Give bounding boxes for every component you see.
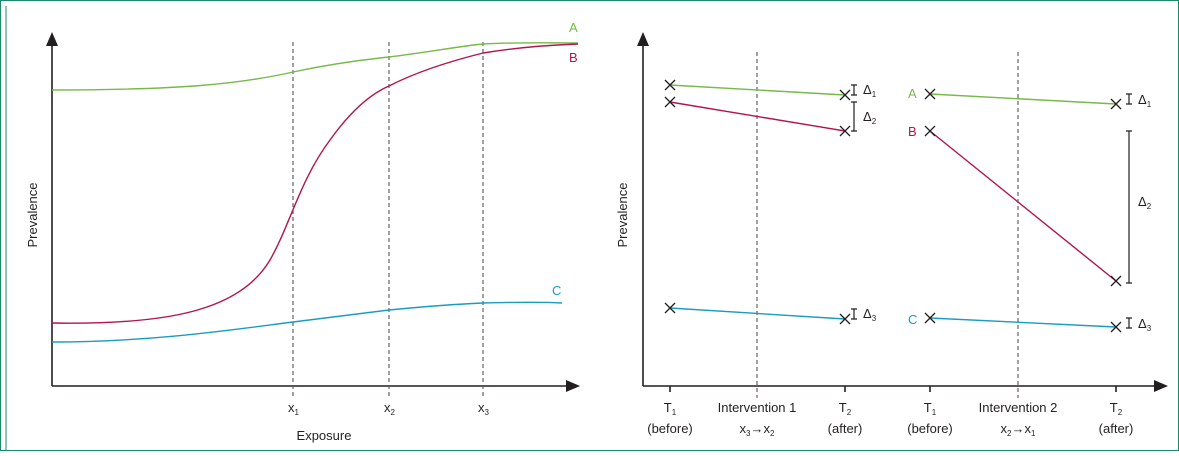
- group1-line-a: [669, 84, 846, 96]
- delta3-bracket-g2: [1126, 317, 1132, 329]
- delta1-label-g2: Δ1: [1138, 92, 1152, 109]
- left-x-axis-label: Exposure: [297, 428, 352, 443]
- period-note-after-1: (after): [828, 421, 863, 436]
- left-y-axis-arrowhead: [46, 32, 58, 46]
- intervention-2-title: Intervention 2: [979, 400, 1058, 415]
- x-markers: [664, 79, 1122, 333]
- delta3-label-g1: Δ3: [863, 306, 877, 323]
- period-t2-after-2: T2: [1110, 400, 1123, 417]
- series-b-label: B: [908, 124, 917, 139]
- period-note-after-2: (after): [1099, 421, 1134, 436]
- left-panel: A B C Prevalence Exposure x1 x2 x3: [25, 20, 580, 443]
- group2-line-b: [929, 130, 1117, 282]
- period-note-before-1: (before): [647, 421, 693, 436]
- marker-g2-c-before: [924, 312, 936, 324]
- delta1-bracket-g2: [1126, 93, 1132, 105]
- x3-tick-label: x3: [478, 400, 490, 417]
- intervention-1-title: Intervention 1: [718, 400, 797, 415]
- group2-line-c: [929, 317, 1117, 328]
- marker-g2-a-before: [924, 88, 936, 100]
- left-y-axis-label: Prevalence: [25, 182, 40, 247]
- delta3-bracket-g1: [851, 308, 857, 320]
- group1-line-c: [669, 307, 846, 320]
- group1-line-b: [669, 101, 846, 132]
- period-t1-before-1: T1: [664, 400, 677, 417]
- marker-g1-b-before: [664, 96, 676, 108]
- marker-g1-a-before: [664, 79, 676, 91]
- marker-g2-a-after: [1110, 98, 1122, 110]
- period-t2-after-1: T2: [839, 400, 852, 417]
- marker-g2-b-before: [924, 125, 936, 137]
- series-a-label: A: [908, 86, 917, 101]
- x1-tick-label: x1: [288, 400, 300, 417]
- right-panel: Prevalence: [615, 32, 1168, 438]
- left-x-axis-arrowhead: [566, 380, 580, 392]
- marker-g1-b-after: [839, 125, 851, 137]
- marker-g1-a-after: [839, 89, 851, 101]
- right-x-axis-arrowhead: [1154, 380, 1168, 392]
- x2-tick-label: x2: [384, 400, 396, 417]
- curve-b: [51, 43, 579, 324]
- curve-c: [51, 301, 563, 343]
- curve-c-label: C: [552, 283, 561, 298]
- delta2-bracket-g2: [1126, 130, 1132, 284]
- delta1-label-g1: Δ1: [863, 82, 877, 99]
- period-t1-before-2: T1: [924, 400, 937, 417]
- delta3-label-g2: Δ3: [1138, 316, 1152, 333]
- series-c-label: C: [908, 312, 917, 327]
- delta2-label-g2: Δ2: [1138, 194, 1152, 211]
- delta2-bracket-g1: [851, 101, 857, 132]
- marker-g2-b-after: [1110, 275, 1122, 287]
- marker-g1-c-after: [839, 313, 851, 325]
- delta2-label-g1: Δ2: [863, 109, 877, 126]
- marker-g2-c-after: [1110, 321, 1122, 333]
- marker-g1-c-before: [664, 302, 676, 314]
- right-y-axis-arrowhead: [637, 32, 649, 46]
- period-note-before-2: (before): [907, 421, 953, 436]
- curve-a: [51, 42, 579, 91]
- intervention-2-transition: x2→x1: [1001, 421, 1036, 438]
- group2-line-a: [929, 93, 1117, 105]
- curve-b-label: B: [569, 50, 578, 65]
- intervention-1-transition: x3→x2: [740, 421, 775, 438]
- curve-a-label: A: [569, 20, 578, 35]
- delta1-bracket-g1: [851, 84, 857, 96]
- right-y-axis-label: Prevalence: [615, 182, 630, 247]
